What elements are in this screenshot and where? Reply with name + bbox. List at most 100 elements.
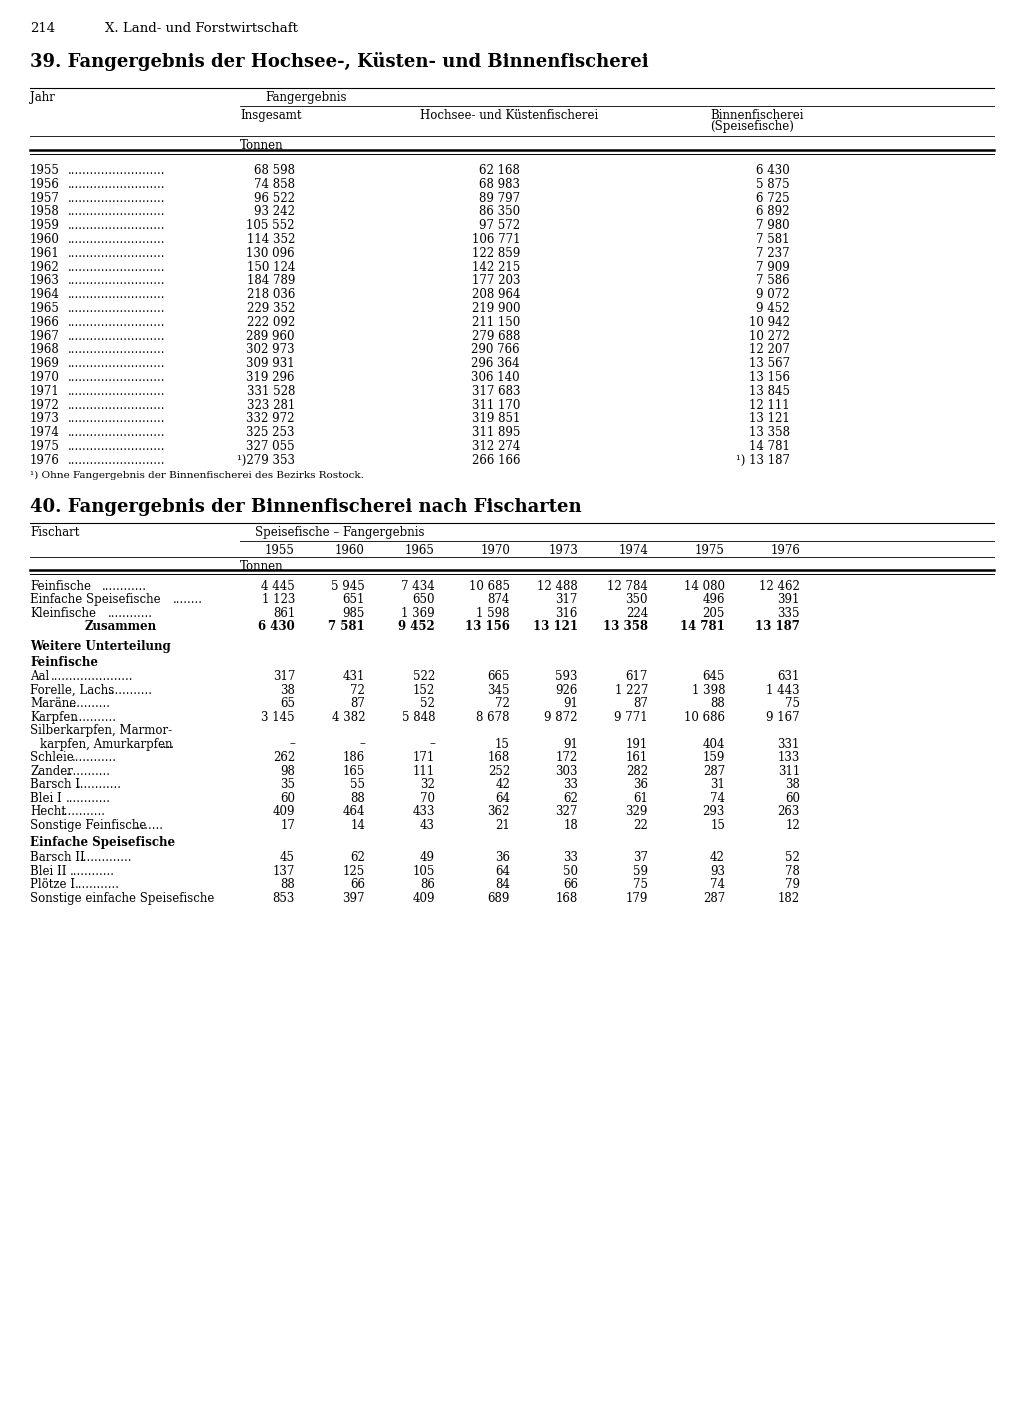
Text: 1964: 1964: [30, 288, 59, 301]
Text: 33: 33: [563, 851, 578, 864]
Text: 1960: 1960: [30, 233, 59, 246]
Text: Zander: Zander: [30, 765, 73, 778]
Text: 114 352: 114 352: [247, 233, 295, 246]
Text: 75: 75: [785, 697, 800, 710]
Text: 93 242: 93 242: [254, 205, 295, 218]
Text: ..........................: ..........................: [68, 358, 166, 370]
Text: ..........................: ..........................: [68, 385, 166, 397]
Text: Tonnen: Tonnen: [240, 560, 284, 573]
Text: 12 488: 12 488: [538, 580, 578, 592]
Text: 1974: 1974: [30, 426, 59, 440]
Text: 105: 105: [413, 864, 435, 878]
Text: 7 581: 7 581: [329, 621, 365, 633]
Text: 62: 62: [563, 792, 578, 805]
Text: 985: 985: [343, 607, 365, 619]
Text: 645: 645: [702, 670, 725, 683]
Text: Maräne: Maräne: [30, 697, 76, 710]
Text: 79: 79: [785, 878, 800, 891]
Text: 60: 60: [785, 792, 800, 805]
Text: 4 382: 4 382: [332, 711, 365, 724]
Text: 1967: 1967: [30, 329, 59, 342]
Text: 137: 137: [272, 864, 295, 878]
Text: 9 872: 9 872: [545, 711, 578, 724]
Text: Blei I: Blei I: [30, 792, 61, 805]
Text: 5 875: 5 875: [757, 178, 790, 191]
Text: ............: ............: [108, 607, 153, 619]
Text: 631: 631: [777, 670, 800, 683]
Text: 1971: 1971: [30, 385, 59, 397]
Text: 142 215: 142 215: [472, 260, 520, 273]
Text: 1965: 1965: [406, 543, 435, 557]
Text: 50: 50: [563, 864, 578, 878]
Text: 433: 433: [413, 805, 435, 819]
Text: 293: 293: [702, 805, 725, 819]
Text: 66: 66: [563, 878, 578, 891]
Text: 68 983: 68 983: [479, 178, 520, 191]
Text: 224: 224: [626, 607, 648, 619]
Text: 182: 182: [778, 892, 800, 905]
Text: 362: 362: [487, 805, 510, 819]
Text: ..........................: ..........................: [68, 274, 166, 287]
Text: 306 140: 306 140: [471, 370, 520, 385]
Text: ..........................: ..........................: [68, 219, 166, 232]
Text: 332 972: 332 972: [247, 413, 295, 426]
Text: ..........................: ..........................: [68, 288, 166, 301]
Text: 287: 287: [702, 765, 725, 778]
Text: 309 931: 309 931: [247, 358, 295, 370]
Text: 38: 38: [785, 778, 800, 790]
Text: 37: 37: [633, 851, 648, 864]
Text: 1 227: 1 227: [614, 683, 648, 697]
Text: 6 725: 6 725: [757, 192, 790, 205]
Text: Feinfische: Feinfische: [30, 656, 98, 669]
Text: 404: 404: [702, 738, 725, 751]
Text: 184 789: 184 789: [247, 274, 295, 287]
Text: 62: 62: [350, 851, 365, 864]
Text: 651: 651: [343, 592, 365, 607]
Text: 1 369: 1 369: [401, 607, 435, 619]
Text: 12 207: 12 207: [750, 344, 790, 356]
Text: 33: 33: [563, 778, 578, 790]
Text: 329: 329: [626, 805, 648, 819]
Text: 409: 409: [413, 892, 435, 905]
Text: 15: 15: [710, 819, 725, 831]
Text: 222 092: 222 092: [247, 315, 295, 329]
Text: 45: 45: [280, 851, 295, 864]
Text: 3 145: 3 145: [261, 711, 295, 724]
Text: Hochsee- und Küstenfischerei: Hochsee- und Küstenfischerei: [420, 109, 598, 122]
Text: 93: 93: [710, 864, 725, 878]
Text: 64: 64: [495, 864, 510, 878]
Text: –: –: [359, 738, 365, 751]
Text: 1 598: 1 598: [476, 607, 510, 619]
Text: ............: ............: [61, 805, 106, 819]
Text: 88: 88: [281, 878, 295, 891]
Text: 7 581: 7 581: [757, 233, 790, 246]
Text: Hecht: Hecht: [30, 805, 66, 819]
Text: 290 766: 290 766: [471, 344, 520, 356]
Text: ..........................: ..........................: [68, 260, 166, 273]
Text: 317: 317: [556, 592, 578, 607]
Text: 68 598: 68 598: [254, 164, 295, 177]
Text: 98: 98: [281, 765, 295, 778]
Text: 17: 17: [281, 819, 295, 831]
Text: 1973: 1973: [30, 413, 59, 426]
Text: 35: 35: [280, 778, 295, 790]
Text: 391: 391: [777, 592, 800, 607]
Text: ..............: ..............: [80, 851, 132, 864]
Text: 59: 59: [633, 864, 648, 878]
Text: 4 445: 4 445: [261, 580, 295, 592]
Text: 12 462: 12 462: [759, 580, 800, 592]
Text: 14 781: 14 781: [680, 621, 725, 633]
Text: 13 358: 13 358: [749, 426, 790, 440]
Text: ............: ............: [72, 711, 117, 724]
Text: 853: 853: [272, 892, 295, 905]
Text: ..........................: ..........................: [68, 192, 166, 205]
Text: 10 942: 10 942: [749, 315, 790, 329]
Text: 13 358: 13 358: [603, 621, 648, 633]
Text: 84: 84: [496, 878, 510, 891]
Text: Fangergebnis: Fangergebnis: [265, 90, 346, 105]
Text: Schleie: Schleie: [30, 751, 74, 764]
Text: 21: 21: [496, 819, 510, 831]
Text: X. Land- und Forstwirtschaft: X. Land- und Forstwirtschaft: [105, 23, 298, 35]
Text: 152: 152: [413, 683, 435, 697]
Text: 7 586: 7 586: [757, 274, 790, 287]
